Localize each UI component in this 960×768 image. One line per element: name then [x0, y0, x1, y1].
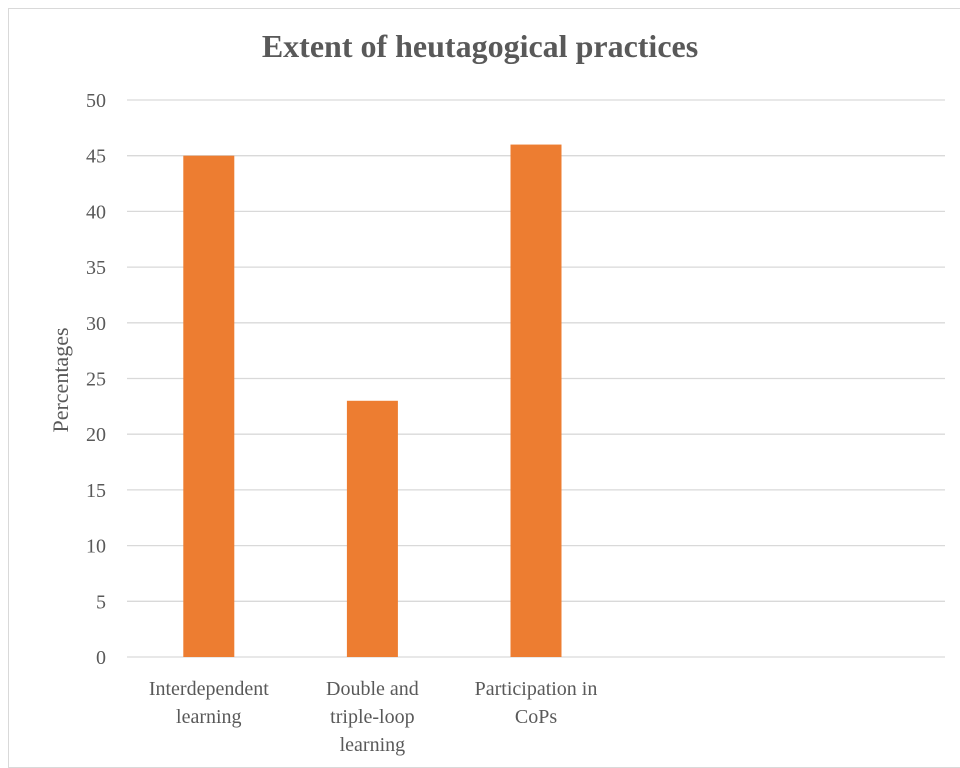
y-tick-label: 5	[96, 591, 106, 613]
y-tick-label: 15	[86, 480, 106, 502]
y-tick-label: 30	[86, 313, 106, 335]
chart-title: Extent of heutagogical practices	[261, 28, 699, 64]
y-tick-label: 50	[86, 90, 106, 112]
y-tick-label: 35	[86, 257, 106, 279]
y-tick-label: 20	[86, 424, 106, 446]
y-tick-label: 10	[86, 536, 106, 558]
bar	[510, 144, 562, 657]
x-tick-label: Double and triple-loop learning	[326, 678, 419, 756]
y-axis-label: Percentages	[48, 327, 73, 432]
bars	[183, 144, 562, 657]
x-tick-label: Participation in CoPs	[475, 678, 598, 728]
bar	[183, 155, 235, 657]
y-tick-label: 25	[86, 369, 106, 391]
y-tick-label: 45	[86, 146, 106, 168]
y-tick-label: 40	[86, 201, 106, 223]
x-tick-label: Interdependent learning	[149, 678, 269, 728]
chart-frame	[8, 8, 960, 768]
x-tick-labels: Interdependent learning Double and triple-l…	[149, 678, 598, 756]
y-tick-labels: 0 5 10 15 20 25 30 35 40 45 50	[86, 90, 106, 669]
y-tick-label: 0	[96, 647, 106, 669]
bar	[346, 400, 398, 657]
